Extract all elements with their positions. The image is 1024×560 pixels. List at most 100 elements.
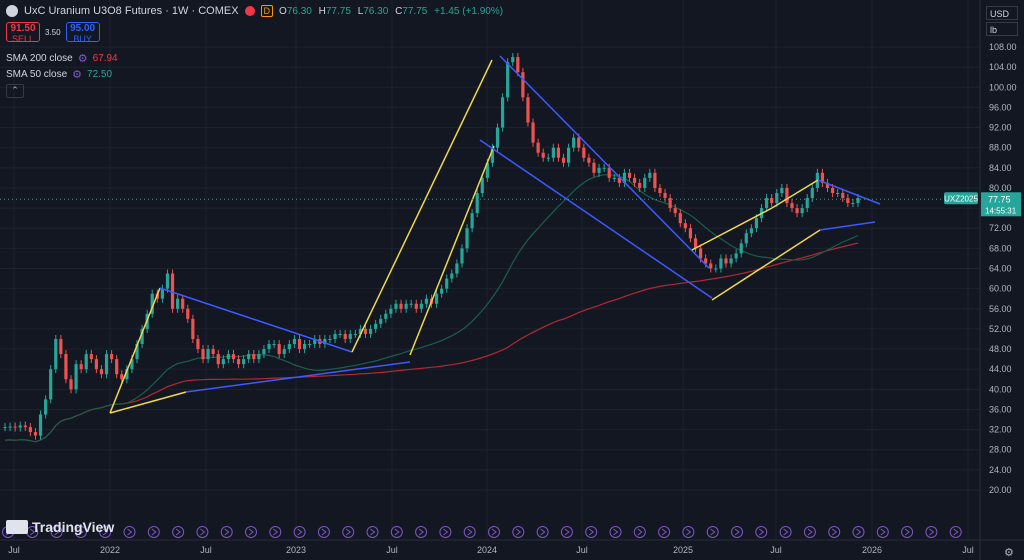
collapse-legend-button[interactable]: ⌃ — [6, 84, 24, 98]
candle-body — [272, 344, 276, 346]
candle-body — [663, 192, 667, 199]
candle-body — [267, 344, 271, 350]
x-tick-label: Jul — [386, 545, 398, 555]
candle-body — [699, 248, 703, 259]
candle-body — [59, 338, 63, 355]
price-tag-text: 77.75 — [988, 194, 1011, 204]
candle-body — [719, 258, 723, 269]
candle-body — [79, 364, 83, 370]
candle-body — [140, 328, 144, 345]
candle-body — [825, 182, 830, 188]
gear-icon[interactable]: ⚙ — [77, 53, 88, 65]
blue-trendline — [479, 139, 713, 299]
event-marker-chevron — [759, 528, 765, 536]
event-marker-icon — [658, 526, 671, 538]
candle-body — [627, 172, 632, 178]
candle-body — [440, 288, 444, 294]
event-marker-icon — [463, 526, 476, 538]
candle-body — [99, 369, 104, 375]
event-marker-icon — [220, 526, 233, 538]
candle-body — [673, 208, 677, 214]
candle-body — [622, 172, 627, 183]
event-marker-icon — [488, 526, 500, 538]
candle-body — [714, 268, 718, 270]
candle-body — [115, 359, 119, 375]
candle-body — [536, 142, 540, 153]
time-axis[interactable]: Jul 2022 Jul 2023 Jul 2024 Jul 2025 Jul 2026 Jul — [0, 539, 1024, 555]
open-value: 76.30 — [286, 5, 312, 17]
candle-body — [262, 349, 266, 355]
indicator-label: SMA 200 close — [6, 53, 73, 64]
y-tick-label: 100.00 — [989, 82, 1017, 92]
candle-body — [734, 253, 738, 259]
price-axis[interactable]: 20.00 24.00 28.00 32.00 36.00 40.00 44.00 48.00… — [979, 0, 1017, 560]
buy-button[interactable]: 95.00 BUY — [65, 22, 100, 44]
candle-body — [490, 147, 495, 163]
event-marker-icon — [536, 526, 549, 538]
candle-body — [465, 228, 469, 249]
unit-selector[interactable]: lb — [986, 22, 1018, 36]
blue-trendline — [819, 221, 876, 231]
event-marker-chevron — [345, 528, 352, 536]
candle-body — [74, 364, 78, 390]
symbol-tag-text: UXZ2025 — [944, 194, 978, 203]
candle-body — [419, 303, 423, 309]
candle-body — [181, 298, 185, 309]
candle-body — [33, 432, 38, 436]
sma-200-path — [4, 242, 859, 443]
event-marker-chevron — [30, 528, 36, 536]
event-marker-chevron — [807, 528, 813, 536]
candle-body — [282, 349, 286, 355]
candle-body — [495, 127, 500, 148]
indicator-sma-200[interactable]: SMA 200 close ⚙ 67.94 — [6, 52, 118, 65]
event-marker-icon — [876, 526, 889, 538]
candle-body — [399, 303, 403, 309]
indicator-sma-50[interactable]: SMA 50 close ⚙ 72.50 — [6, 68, 112, 81]
candle-body — [211, 349, 215, 355]
event-marker-chevron — [273, 528, 279, 536]
event-marker-icon — [852, 526, 865, 538]
event-marker-chevron — [297, 528, 303, 536]
event-marker-icon — [560, 526, 573, 538]
candle-body — [196, 338, 200, 350]
candle-body — [287, 344, 291, 350]
candle-body — [455, 263, 459, 274]
gear-icon[interactable]: ⚙ — [72, 69, 83, 81]
event-marker-icon — [196, 526, 209, 538]
candle-body — [546, 157, 550, 159]
candle-body — [551, 147, 555, 158]
event-marker-icon — [342, 526, 355, 538]
event-marker-chevron — [929, 528, 935, 536]
candle-body — [780, 187, 784, 193]
y-tick-label: 48.00 — [989, 344, 1012, 354]
candle-body — [744, 233, 748, 244]
candle-body — [374, 323, 378, 329]
candle-body — [333, 333, 337, 339]
symbol-title[interactable]: UxC Uranium U3O8 Futures · 1W · COMEX — [24, 5, 239, 17]
candle-body — [709, 263, 713, 269]
x-tick-label: Jul — [576, 545, 588, 555]
candle-body — [810, 187, 814, 199]
candle-body — [277, 344, 281, 355]
candle-body — [541, 152, 545, 158]
x-tick-label: Jul — [770, 545, 782, 555]
candle-body — [566, 147, 571, 163]
countdown-text: 14:55:31 — [985, 206, 1017, 215]
y-tick-label: 64.00 — [989, 264, 1012, 274]
y-tick-label: 84.00 — [989, 163, 1012, 173]
high-label: H — [318, 5, 326, 17]
y-tick-label: 88.00 — [989, 143, 1012, 153]
candle-body — [404, 303, 408, 309]
y-tick-label: 60.00 — [989, 284, 1012, 294]
sell-button[interactable]: 91.50 SELL — [6, 22, 40, 44]
symbol-tag-bg — [944, 192, 978, 205]
event-marker-chevron — [175, 528, 181, 536]
event-marker-icon — [269, 526, 282, 538]
currency-selector[interactable]: USD — [986, 6, 1018, 20]
event-marker-chevron — [686, 528, 692, 536]
candle-body — [69, 379, 73, 390]
candle-body — [775, 192, 779, 204]
gear-icon[interactable]: ⚙ — [1004, 547, 1014, 559]
event-marker-icon — [633, 526, 646, 538]
